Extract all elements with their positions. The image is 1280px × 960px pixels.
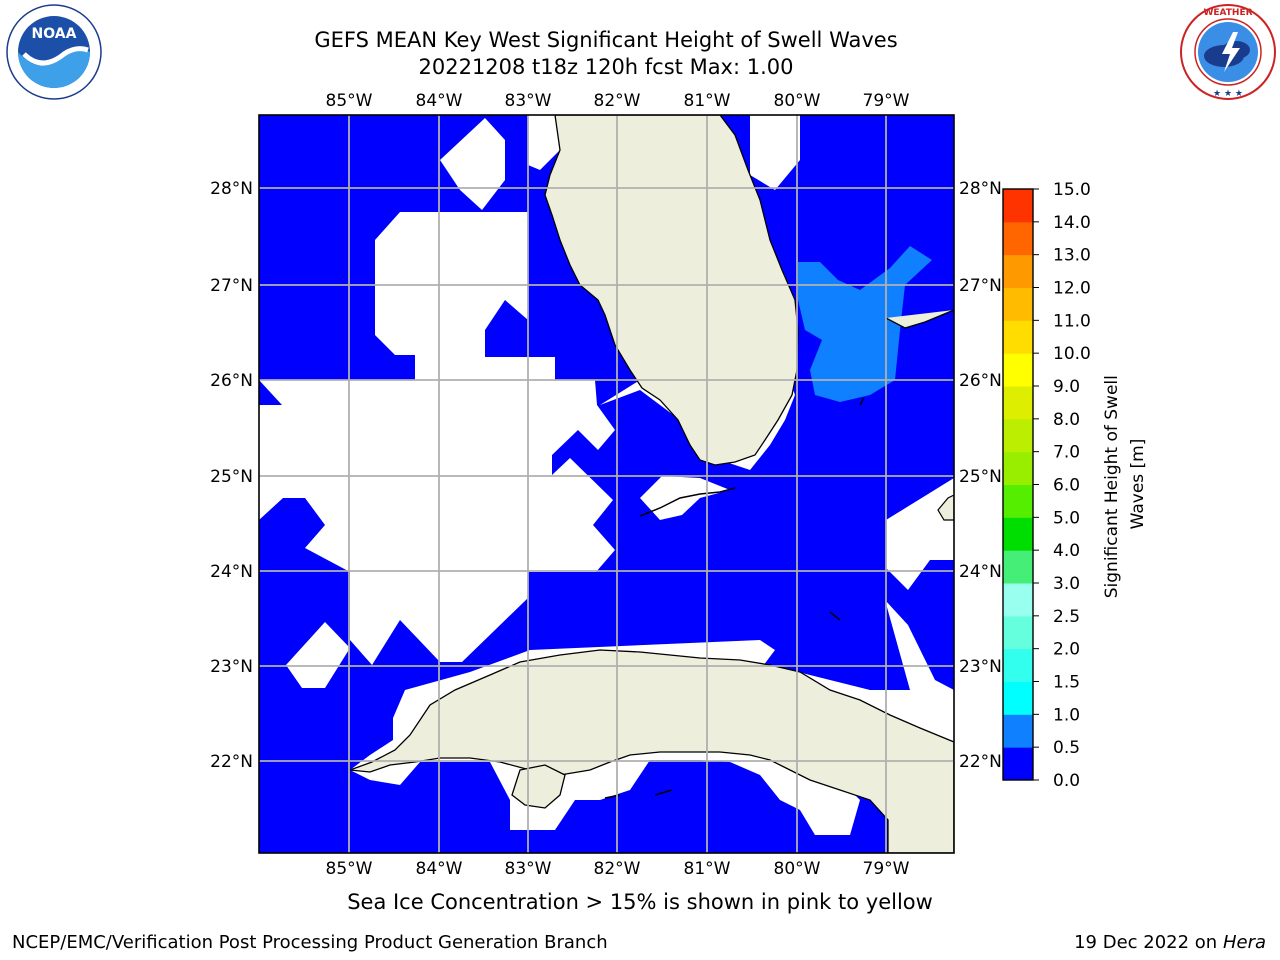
lat-labels-left: 28°N 27°N 26°N 25°N 24°N 23°N 22°N [210,179,253,772]
footer-branch: NCEP/EMC/Verification Post Processing Pr… [12,932,608,953]
colorbar-segment [1003,648,1033,682]
lon-label: 85°W [326,91,373,111]
map-frame [258,114,955,854]
colorbar-segment [1003,353,1033,387]
lon-label: 83°W [505,859,552,879]
colorbar-tick-label: 0.5 [1053,738,1080,758]
lon-labels-top: 85°W 84°W 83°W 82°W 81°W 80°W 79°W [326,91,910,111]
isla-de-la-juventud [511,764,566,809]
chart-subtitle: 20221208 t18z 120h fcst Max: 1.00 [418,55,794,79]
colorbar-segment [1003,583,1033,617]
lat-label: 23°N [959,657,1002,677]
colorbar-tick-label: 12.0 [1053,279,1091,299]
lat-label: 28°N [210,179,253,199]
colorbar-tick-label: 10.0 [1053,344,1091,364]
colorbar-segment [1003,484,1033,518]
colorbar-tick-label: 3.0 [1053,574,1080,594]
lat-label: 22°N [210,752,253,772]
lon-label: 80°W [774,91,821,111]
lon-label: 85°W [326,859,373,879]
lat-label: 26°N [210,371,253,391]
lon-label: 79°W [863,91,910,111]
colorbar-label: Significant Height of Swell Waves [m] [1102,370,1148,599]
bahamas-island [885,309,954,329]
colorbar-segment [1003,418,1033,453]
colorbar-tick-label: 1.0 [1053,705,1080,725]
sea-ice-note: Sea Ice Concentration > 15% is shown in … [347,890,933,914]
lon-label: 84°W [416,859,463,879]
colorbar-segment [1003,615,1033,650]
colorbar-segment [1003,320,1033,354]
svg-text:WEATHER: WEATHER [1203,8,1252,18]
lon-label: 80°W [774,859,821,879]
colorbar-segment [1003,681,1033,715]
noaa-logo-text: NOAA [32,26,77,42]
lat-label: 24°N [959,562,1002,582]
lat-label: 28°N [959,179,1002,199]
colorbar-tick-label: 9.0 [1053,377,1080,397]
lat-label: 24°N [210,562,253,582]
nws-logo: WEATHER ★ ★ ★ [1180,4,1276,100]
colorbar-segment [1003,287,1033,321]
lon-label: 81°W [684,91,731,111]
colorbar-tick-label: 4.0 [1053,541,1080,561]
chart-title: GEFS MEAN Key West Significant Height of… [314,28,898,52]
lon-label: 81°W [684,859,731,879]
colorbar-segment [1003,254,1033,288]
colorbar-tick-label: 7.0 [1053,443,1080,463]
colorbar-tick-label: 1.5 [1053,673,1080,693]
lat-label: 25°N [210,467,253,487]
lat-label: 25°N [959,467,1002,487]
colorbar-tick-label: 2.0 [1053,640,1080,660]
colorbar-tick-label: 13.0 [1053,246,1091,266]
lat-label: 23°N [210,657,253,677]
colorbar-segment [1003,714,1033,748]
lat-labels-right: 28°N 27°N 26°N 25°N 24°N 23°N 22°N [959,179,1002,772]
lat-label: 27°N [210,276,253,296]
lon-label: 79°W [863,859,910,879]
colorbar-segment [1003,451,1033,485]
colorbar-tick-label: 6.0 [1053,476,1080,496]
lat-label: 27°N [959,276,1002,296]
colorbar-segment [1003,189,1033,223]
lon-label: 82°W [594,859,641,879]
colorbar: 0.0 0.5 1.0 1.5 2.0 2.5 3.0 4.0 5.0 6.0 7.0 8.0 9.0 1… [1002,180,1091,791]
lat-label: 22°N [959,752,1002,772]
colorbar-tick-label: 5.0 [1053,508,1080,528]
colorbar-tick-label: 2.5 [1053,607,1080,627]
lon-labels-bottom: 85°W 84°W 83°W 82°W 81°W 80°W 79°W [326,859,910,879]
svg-text:★ ★ ★: ★ ★ ★ [1213,89,1243,99]
colorbar-segment [1003,221,1033,256]
footer-date: 19 Dec 2022 on Hera [1074,932,1266,953]
colorbar-segment [1003,386,1033,420]
colorbar-tick-label: 0.0 [1053,771,1080,791]
florida-keys [639,487,736,517]
colorbar-tick-label: 8.0 [1053,410,1080,430]
lat-label: 26°N [959,371,1002,391]
colorbar-tick-label: 11.0 [1053,311,1091,331]
graticule [259,115,954,853]
noaa-logo: NOAA [6,4,102,100]
colorbar-segment [1003,550,1033,584]
lon-label: 82°W [594,91,641,111]
colorbar-segment [1003,517,1033,551]
colorbar-tick-label: 15.0 [1053,180,1091,200]
colorbar-tick-label: 14.0 [1053,213,1091,233]
footer-date-text: 19 Dec 2022 on [1074,932,1218,953]
lon-label: 83°W [505,91,552,111]
florida-landmass [544,115,799,466]
lon-label: 84°W [416,91,463,111]
colorbar-segment [1003,747,1033,781]
footer-host: Hera [1222,932,1266,953]
